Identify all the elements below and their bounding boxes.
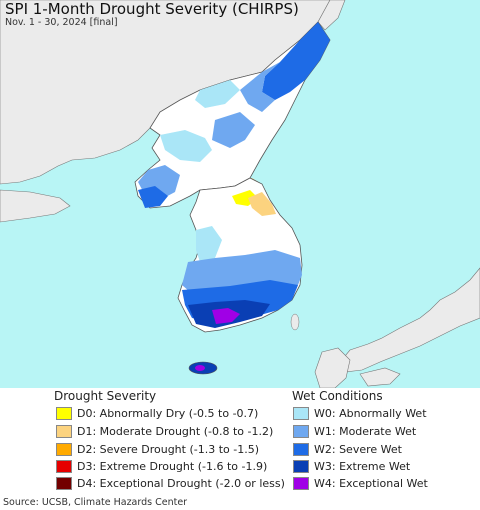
- legend-swatch-w0: [293, 406, 309, 420]
- legend-label-w4: W4: Exceptional Wet: [314, 476, 428, 490]
- sk-moderate-drought-northeast: [248, 192, 276, 216]
- japan-kyushu: [314, 347, 351, 388]
- legend-swatch-d3: [56, 459, 72, 473]
- legend-swatch-w4: [293, 476, 309, 490]
- legend-label-d1: D1: Moderate Drought (-0.8 to -1.2): [77, 424, 274, 438]
- legend-item-d2: D2: Severe Drought (-1.3 to -1.5): [56, 441, 259, 457]
- legend-swatch-w3: [293, 459, 309, 473]
- legend-swatch-w1: [293, 424, 309, 438]
- legend-swatch-d4: [56, 476, 72, 490]
- jeju-exceptional-wet: [195, 365, 205, 371]
- legend-label-w3: W3: Extreme Wet: [314, 459, 411, 473]
- legend-label-w0: W0: Abnormally Wet: [314, 406, 427, 420]
- page-title: SPI 1-Month Drought Severity (CHIRPS): [5, 0, 299, 18]
- japan-shikoku: [359, 367, 401, 387]
- page-subtitle: Nov. 1 - 30, 2024 [final]: [5, 17, 118, 28]
- nk-moderate-wet-central: [212, 112, 255, 148]
- legend-swatch-d1: [56, 424, 72, 438]
- shandong-peninsula: [0, 189, 71, 223]
- legend-label-d3: D3: Extreme Drought (-1.6 to -1.9): [77, 459, 268, 473]
- legend-label-w1: W1: Moderate Wet: [314, 424, 417, 438]
- legend-label-d2: D2: Severe Drought (-1.3 to -1.5): [77, 442, 260, 456]
- sk-exceptional-wet-south: [212, 308, 240, 324]
- wet-legend-heading: Wet Conditions: [292, 389, 383, 403]
- legend-item-d3: D3: Extreme Drought (-1.6 to -1.9): [56, 458, 267, 474]
- nk-abnormal-wet-north: [195, 80, 240, 108]
- legend-item-d4: D4: Exceptional Drought (-2.0 or less): [56, 475, 285, 491]
- legend-item-w0: W0: Abnormally Wet: [293, 405, 427, 421]
- legend-swatch-d0: [56, 406, 72, 420]
- legend-item-w2: W2: Severe Wet: [293, 441, 402, 457]
- legend-item-w1: W1: Moderate Wet: [293, 423, 416, 439]
- drought-map: [0, 0, 480, 388]
- legend-label-d4: D4: Exceptional Drought (-2.0 or less): [77, 476, 285, 490]
- source-credit: Source: UCSB, Climate Hazards Center: [3, 497, 188, 508]
- legend-item-d1: D1: Moderate Drought (-0.8 to -1.2): [56, 423, 273, 439]
- legend-item-w3: W3: Extreme Wet: [293, 458, 410, 474]
- legend-item-w4: W4: Exceptional Wet: [293, 475, 428, 491]
- russia-land: [317, 0, 346, 31]
- nk-moderate-wet-northeast: [240, 62, 280, 112]
- tsushima-island: [290, 313, 300, 331]
- nk-severe-wet-northeast: [262, 22, 330, 100]
- legend-label-w2: W2: Severe Wet: [314, 442, 402, 456]
- sk-abnormal-wet-west: [196, 226, 222, 262]
- drought-legend-heading: Drought Severity: [54, 389, 157, 403]
- legend-swatch-d2: [56, 442, 72, 456]
- nk-abnormal-wet-central: [160, 130, 212, 162]
- legend-swatch-w2: [293, 442, 309, 456]
- legend-label-d0: D0: Abnormally Dry (-0.5 to -0.7): [77, 406, 259, 420]
- legend-item-d0: D0: Abnormally Dry (-0.5 to -0.7): [56, 405, 258, 421]
- nk-severe-wet-west: [138, 186, 168, 208]
